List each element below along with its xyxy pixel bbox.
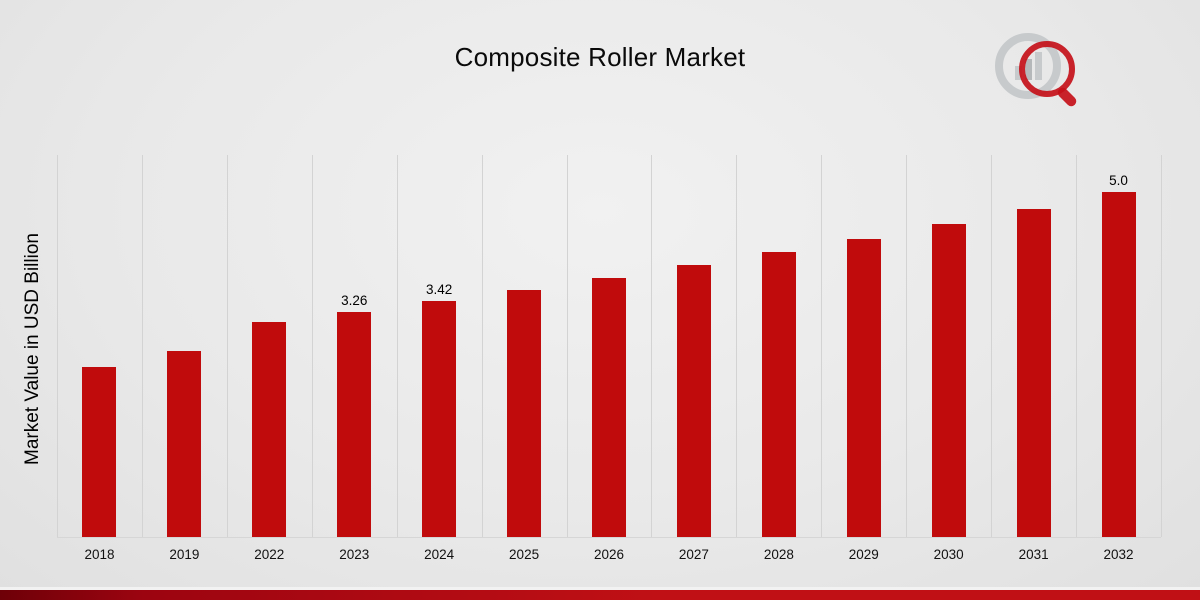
x-tick-2022: 2022 — [254, 547, 285, 562]
bar-2023 — [337, 312, 371, 537]
plot-area: 3.26 3.42 5.0 — [57, 155, 1162, 538]
gridline-vertical — [906, 155, 907, 537]
x-tick-2025: 2025 — [509, 547, 540, 562]
bar-2027 — [677, 265, 711, 537]
gridline-vertical — [991, 155, 992, 537]
bar-2018 — [82, 367, 116, 537]
gridline-vertical — [142, 155, 143, 537]
bar-2019 — [167, 351, 201, 537]
bar-value-label-2023: 3.26 — [341, 293, 368, 308]
bar-value-label-2024: 3.42 — [426, 282, 453, 297]
chart-title: Composite Roller Market — [454, 42, 746, 72]
x-tick-2024: 2024 — [424, 547, 455, 562]
y-axis-label: Market Value in USD Billion — [22, 233, 43, 465]
x-tick-2023: 2023 — [339, 547, 370, 562]
bar-2024 — [422, 301, 456, 537]
gridline-vertical — [821, 155, 822, 537]
x-tick-2026: 2026 — [593, 547, 625, 562]
gridline-vertical — [227, 155, 228, 537]
logo-gray-ring — [995, 33, 1061, 99]
gridline-vertical — [736, 155, 737, 537]
bottom-accent-bar — [0, 587, 1200, 600]
bar-2026 — [592, 278, 626, 537]
logo-bar-2 — [1025, 59, 1032, 80]
x-tick-2019: 2019 — [169, 547, 200, 562]
x-tick-2031: 2031 — [1018, 547, 1049, 562]
x-tick-2032: 2032 — [1103, 547, 1134, 562]
x-tick-2028: 2028 — [763, 547, 794, 562]
bar-2030 — [932, 224, 966, 537]
bar-2032 — [1102, 192, 1136, 537]
bar-2029 — [847, 239, 881, 537]
gridline-vertical — [397, 155, 398, 537]
gridline-vertical — [1076, 155, 1077, 537]
x-tick-2027: 2027 — [678, 547, 709, 562]
bar-2031 — [1017, 209, 1051, 537]
gridline-vertical — [651, 155, 652, 537]
bar-2028 — [762, 252, 796, 537]
gridline-vertical — [567, 155, 568, 537]
brand-logo-icon — [995, 33, 1077, 107]
gridline-vertical — [312, 155, 313, 537]
x-tick-2029: 2029 — [848, 547, 879, 562]
bar-2025 — [507, 290, 541, 537]
gridline-vertical — [482, 155, 483, 537]
gridline-vertical — [1161, 155, 1162, 537]
x-tick-2030: 2030 — [933, 547, 964, 562]
x-axis: 2018 2019 2022 2023 2024 2025 2026 2027 2028 2029… — [57, 547, 1161, 569]
x-tick-2018: 2018 — [84, 547, 115, 562]
bar-value-label-2032: 5.0 — [1109, 173, 1128, 188]
logo-bar-3 — [1035, 52, 1042, 80]
logo-bar-1 — [1015, 66, 1022, 80]
logo-magnifier-handle — [1057, 87, 1077, 107]
bar-2022 — [252, 322, 286, 537]
gridline-vertical — [57, 155, 58, 537]
logo-magnifier-ring — [1019, 41, 1075, 97]
